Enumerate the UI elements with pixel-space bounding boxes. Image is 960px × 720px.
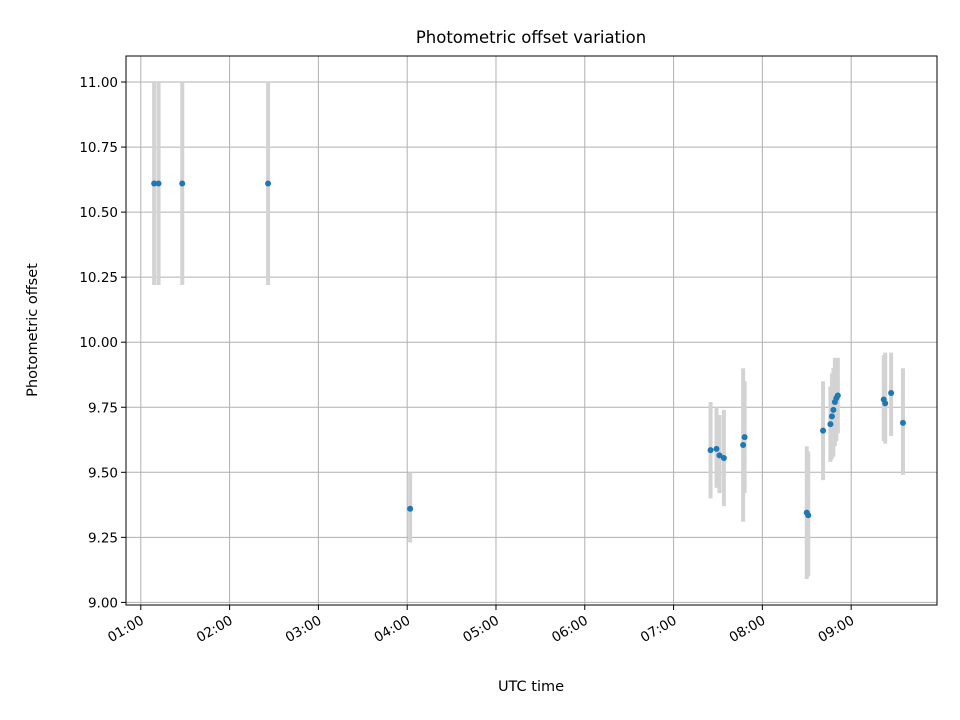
data-point	[740, 441, 747, 448]
chart-title: Photometric offset variation	[416, 28, 646, 47]
y-tick-label: 10.75	[79, 140, 118, 156]
data-point	[155, 180, 162, 187]
y-axis-ticks: 9.00 9.25 9.50 9.75 10.00 10.25 10.50 10.75 11.0…	[79, 75, 126, 611]
data-point	[716, 452, 723, 459]
data-point	[805, 512, 812, 519]
y-tick-label: 9.50	[88, 465, 118, 481]
data-point	[179, 180, 186, 187]
data-point	[830, 406, 837, 413]
data-points	[151, 180, 906, 519]
data-point	[151, 180, 158, 187]
data-point	[899, 419, 906, 426]
data-point	[882, 400, 889, 407]
y-tick-label: 10.50	[79, 205, 118, 221]
data-point	[720, 454, 727, 461]
y-axis-label: Photometric offset	[25, 263, 41, 397]
data-point	[265, 180, 272, 187]
data-point	[707, 447, 714, 454]
y-tick-label: 10.25	[79, 270, 118, 286]
grid	[126, 56, 937, 605]
data-point	[741, 434, 748, 441]
y-tick-label: 9.25	[88, 530, 118, 546]
plot-frame	[125, 55, 938, 606]
y-tick-label: 11.00	[79, 75, 118, 91]
x-axis-label: UTC time	[498, 679, 564, 695]
data-point	[820, 427, 827, 434]
data-point	[834, 392, 841, 399]
data-point	[827, 421, 834, 428]
data-point	[888, 389, 895, 396]
y-tick-label: 10.00	[79, 335, 118, 351]
y-tick-label: 9.00	[88, 595, 118, 611]
data-point	[407, 505, 414, 512]
data-point	[828, 413, 835, 420]
data-point	[713, 445, 720, 452]
y-tick-label: 9.75	[88, 400, 118, 416]
